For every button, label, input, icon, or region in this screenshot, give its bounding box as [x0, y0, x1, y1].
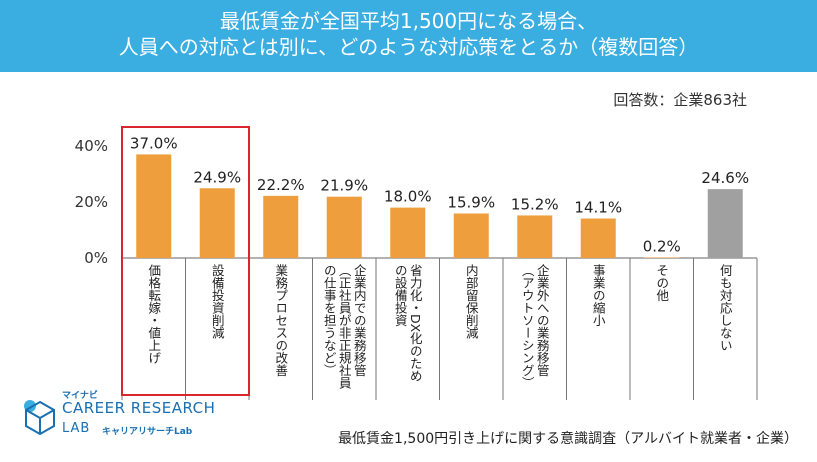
- data-label: 15.2%: [511, 195, 559, 213]
- category-label: 事業の縮小: [591, 264, 606, 327]
- data-label: 21.9%: [320, 177, 368, 195]
- data-label: 24.9%: [193, 168, 241, 186]
- chart-title-line-2: 人員への対応とは別に、どのような対応策をとるか（複数回答）: [118, 35, 699, 59]
- respondent-count: 回答数：企業863社: [613, 91, 747, 109]
- data-label: 18.0%: [384, 188, 432, 206]
- category-label: （正社員が非正規社員: [337, 264, 352, 389]
- logo-brand-small: マイナビ: [62, 391, 98, 401]
- category-label: の仕事を担うなど）: [322, 264, 337, 377]
- chart-title-line-1: 最低賃金が全国平均1,500円になる場合、: [219, 9, 598, 33]
- career-research-lab-logo: マイナビ CAREER RESEARCH LAB キャリアリサーチLab: [22, 388, 222, 448]
- bar: [580, 218, 616, 258]
- bar: [707, 189, 743, 258]
- category-label: 企業内での業務移管: [352, 263, 367, 377]
- data-label: 0.2%: [643, 237, 681, 255]
- category-label: の設備投資: [393, 264, 408, 327]
- y-tick-label: 40%: [75, 137, 108, 155]
- category-label: 企業外への業務移管: [535, 263, 550, 377]
- data-label: 37.0%: [130, 134, 178, 152]
- data-label: 24.6%: [701, 169, 749, 187]
- category-label: 設備投資削減: [210, 263, 225, 340]
- bar: [453, 213, 489, 258]
- bar: [136, 154, 172, 258]
- logo-brand-sub: キャリアリサーチLab: [102, 427, 193, 437]
- logo-brand-lab: LAB: [62, 421, 91, 436]
- data-label: 14.1%: [574, 199, 622, 217]
- chart-title-banner: 最低賃金が全国平均1,500円になる場合、 人員への対応とは別に、どのような対応…: [0, 0, 817, 72]
- logo-brand-main: CAREER RESEARCH: [62, 399, 216, 417]
- category-label: 価格転嫁・値上げ: [146, 264, 161, 364]
- category-label: （アウトソーシング）: [520, 264, 535, 389]
- category-label: 何も対応しない: [718, 263, 733, 352]
- data-label: 22.2%: [257, 176, 305, 194]
- bar: [326, 196, 362, 258]
- bar: [199, 188, 235, 258]
- category-label: その他: [654, 264, 669, 302]
- bar: [644, 257, 680, 258]
- bar: [390, 207, 426, 258]
- y-tick-label: 20%: [75, 193, 108, 211]
- bar: [263, 195, 299, 258]
- y-tick-label: 0%: [84, 249, 108, 267]
- logo-cube-icon: [24, 400, 55, 436]
- highlight-box: [121, 126, 250, 396]
- category-label: 省力化・DX化のため: [408, 264, 423, 382]
- category-label: 内部留保削減: [464, 264, 479, 340]
- data-label: 15.9%: [447, 193, 495, 211]
- category-label: 業務プロセスの改善: [273, 263, 288, 377]
- survey-title: 最低賃金1,500円引き上げに関する意識調査（アルバイト就業者・企業）: [338, 431, 798, 447]
- bar: [517, 215, 553, 258]
